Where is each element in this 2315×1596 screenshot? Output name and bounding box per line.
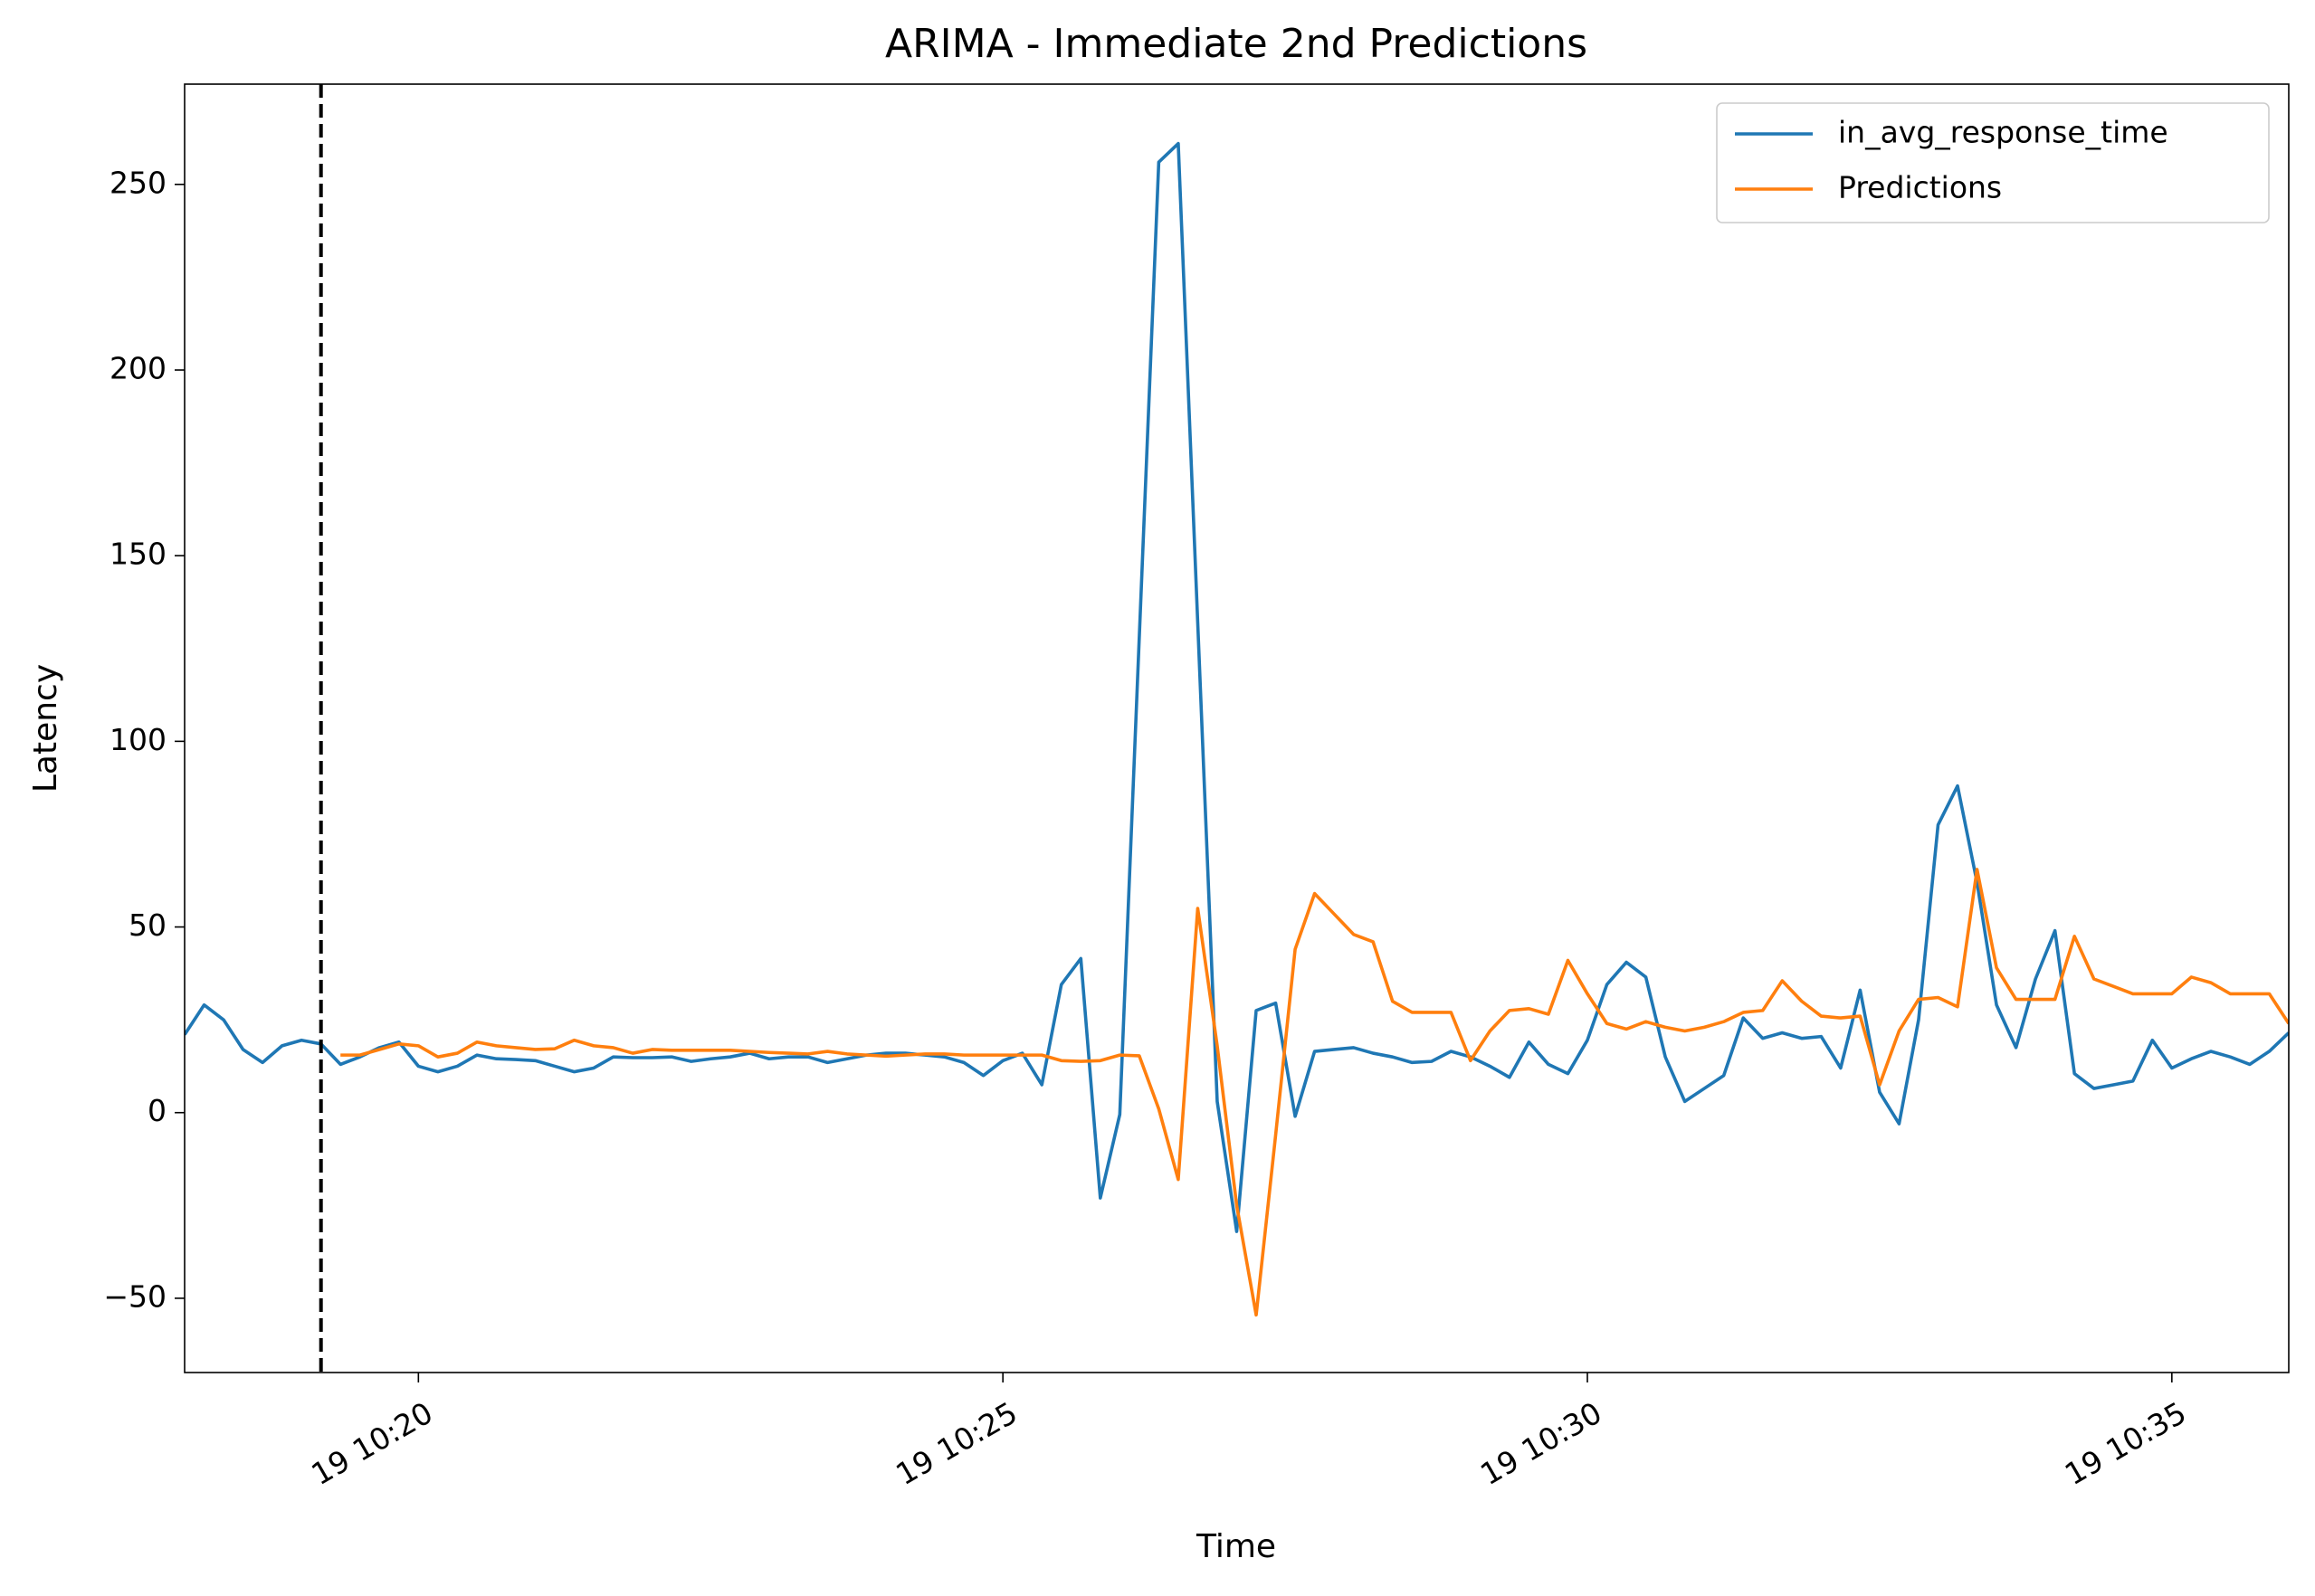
- legend-label: in_avg_response_time: [1838, 115, 2168, 150]
- chart-title: ARIMA - Immediate 2nd Predictions: [885, 21, 1587, 67]
- y-tick-label: 100: [110, 722, 167, 757]
- legend-frame: [1716, 102, 2270, 223]
- legend: in_avg_response_time Predictions: [1716, 102, 2270, 223]
- series-line: [340, 868, 2289, 1317]
- legend-label: Predictions: [1838, 170, 2002, 205]
- x-tick-label: 19 10:30: [1474, 1395, 1607, 1493]
- y-axis-label: Latency: [27, 664, 64, 793]
- x-tick-label: 19 10:35: [2059, 1395, 2192, 1493]
- x-tick-label: 19 10:20: [305, 1395, 438, 1493]
- y-tick-label: 250: [110, 165, 167, 200]
- y-tick-label: 200: [110, 350, 167, 385]
- y-tick-label: 50: [129, 907, 167, 943]
- plot-frame: [184, 83, 2290, 1373]
- series-line: [185, 141, 2289, 1233]
- x-axis-label: Time: [1196, 1528, 1276, 1565]
- x-tick-label: 19 10:25: [890, 1395, 1023, 1493]
- y-tick-label: 0: [148, 1093, 167, 1128]
- y-tick-label: 150: [110, 537, 167, 572]
- y-tick-label: −50: [103, 1278, 167, 1314]
